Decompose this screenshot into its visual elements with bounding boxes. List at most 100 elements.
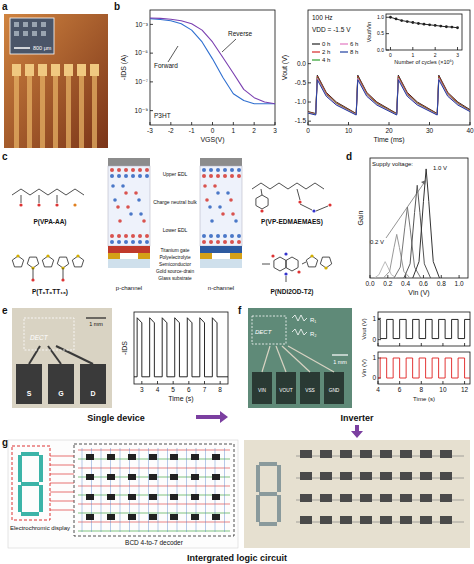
rect (12, 308, 112, 408)
legend-label: 8 h (350, 49, 358, 55)
y-tick-label: 0.0 (377, 47, 384, 53)
ion (116, 205, 120, 209)
panel-label: a (2, 1, 8, 12)
arrow (196, 411, 228, 423)
wire (50, 510, 74, 511)
decoder-box (74, 444, 234, 536)
bond (252, 183, 324, 189)
line (300, 204, 312, 210)
segment (18, 485, 22, 512)
x-tick (399, 381, 400, 384)
ion (223, 234, 227, 238)
x-tick (470, 122, 471, 125)
gate (107, 514, 115, 520)
wire (139, 448, 140, 532)
series-annotation: Forward (154, 62, 178, 69)
annotation: 100 Hz (312, 14, 333, 21)
atom (55, 203, 58, 206)
ion (209, 234, 213, 238)
device (440, 450, 452, 458)
ring (12, 256, 23, 267)
line (134, 318, 228, 377)
marker (395, 18, 398, 21)
line (57, 195, 58, 203)
ion (138, 234, 142, 238)
panel-label: d (346, 151, 352, 162)
marker (428, 23, 431, 26)
device (420, 494, 432, 502)
wire (50, 492, 74, 493)
device (360, 450, 372, 458)
ion (216, 191, 220, 195)
line (404, 185, 431, 278)
x-tick (348, 122, 349, 125)
plot-frame (378, 312, 470, 346)
x-tick (442, 343, 443, 346)
y-tick-label: 10⁻⁷ (135, 78, 149, 85)
ion (205, 198, 209, 202)
data-group (308, 75, 470, 115)
device (440, 472, 452, 480)
device (360, 516, 372, 524)
ion (139, 212, 143, 216)
wire (205, 448, 206, 532)
legend-label: 0 h (322, 41, 330, 47)
ion (131, 174, 135, 178)
x-tick (412, 47, 413, 50)
line (390, 17, 457, 27)
electrode (23, 31, 28, 36)
bond (12, 189, 84, 195)
ion (237, 168, 241, 172)
ring (320, 257, 331, 268)
ion (138, 174, 142, 178)
gate (149, 494, 157, 500)
x-axis-label: Number of cycles (×10⁶) (394, 59, 453, 65)
layer-label: Glass substrate (158, 276, 192, 281)
annotation: 0.2 V (370, 239, 384, 245)
terminal-label: S (27, 390, 32, 397)
x-tick-label: 10 (345, 127, 353, 134)
device (320, 450, 332, 458)
ion (137, 198, 141, 202)
x-tick-label: 0 (211, 127, 215, 134)
gate (212, 514, 220, 520)
x-tick-label: 1 (411, 52, 414, 58)
gate (107, 454, 115, 460)
marker (434, 24, 437, 27)
y-tick (308, 82, 311, 83)
x-axis-label: Time (s) (413, 396, 435, 402)
ion (138, 168, 142, 172)
ion (202, 168, 206, 172)
chart: 010203040-1.5-1.0-0.50.0Time (ms)Vout (V… (281, 10, 474, 144)
ion (216, 240, 220, 244)
gate (128, 454, 136, 460)
plot-frame (378, 352, 470, 384)
line (383, 234, 410, 278)
ring (306, 256, 317, 267)
gate-layer (200, 158, 242, 166)
y-axis-label: -IDS (A) (120, 55, 128, 80)
ion (209, 174, 213, 178)
segment (259, 462, 277, 466)
ion (113, 198, 117, 202)
ion (208, 205, 212, 209)
data-group (134, 318, 228, 377)
device (440, 516, 452, 524)
x-tick-label: 0.4 (401, 280, 410, 287)
x-tick-label: 0 (306, 127, 310, 134)
glass-layer (200, 259, 242, 268)
y-tick-label: 1.0 (377, 14, 384, 20)
x-tick (421, 343, 422, 346)
device (320, 472, 332, 480)
gate (86, 454, 94, 460)
y-axis-label: -IDS (121, 341, 128, 355)
gold-electrode (230, 253, 242, 259)
device (360, 494, 372, 502)
x-tick (370, 275, 371, 278)
marker (423, 23, 426, 26)
y-tick (378, 339, 381, 340)
y-tick-label: 0 (372, 336, 376, 343)
y-tick-label: 0.0 (297, 60, 306, 67)
ion (124, 174, 128, 178)
ring (72, 256, 83, 267)
